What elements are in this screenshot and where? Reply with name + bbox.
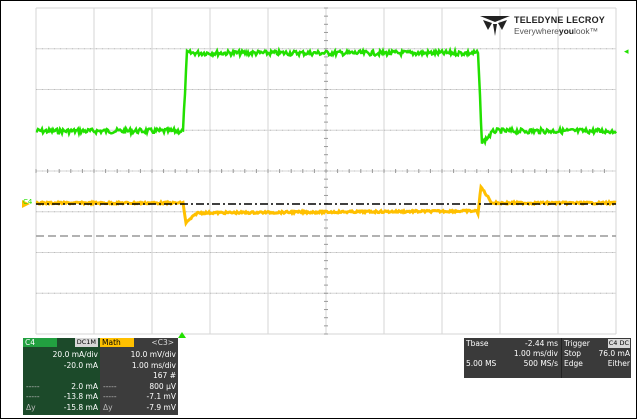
math-row-key: Δy <box>103 402 113 412</box>
math-row-key: ----- <box>103 392 117 401</box>
timebase-offset: -2.44 ms <box>524 339 558 348</box>
c4-row-key: Δy <box>26 402 36 412</box>
c4-row-value: -15.8 mA <box>63 402 98 412</box>
math-tab[interactable]: Math <box>100 338 134 347</box>
trigger-label: Trigger <box>564 339 590 348</box>
c4-row-value: 20.0 mA/div <box>52 350 98 359</box>
c4-row-key: ----- <box>26 392 40 401</box>
math-row: ----- -7.1 mV <box>100 392 176 401</box>
trigger-level-marker[interactable]: ◂ <box>624 47 629 57</box>
math-row: ----- 800 μV <box>100 382 176 391</box>
c4-waveform <box>35 45 618 147</box>
math-row: 167 # <box>100 371 176 380</box>
c4-ground-marker[interactable]: C4 <box>23 198 33 206</box>
c4-tab[interactable]: C4 <box>23 338 57 347</box>
timebase-panel[interactable]: Tbase -2.44 ms 1.00 ms/div 5.00 MS 500 M… <box>464 338 560 378</box>
c4-channel-panel[interactable]: C4 DC1M 20.0 mA/div -20.0 mA ----- 2.0 mA --… <box>23 338 100 415</box>
math-ground-marker-icon <box>22 200 30 208</box>
c4-row-key: ----- <box>26 381 40 391</box>
trigger-slope: Either <box>607 359 630 368</box>
math-row: Δy -7.9 mV <box>100 403 176 412</box>
trigger-type: Edge <box>564 359 583 368</box>
timebase-trigger-panel[interactable]: Tbase -2.44 ms 1.00 ms/div 5.00 MS 500 M… <box>464 338 631 378</box>
c4-row: ----- -13.8 mA <box>23 392 98 401</box>
math-row-key: ----- <box>103 381 117 391</box>
c4-row-value: -13.8 mA <box>63 392 98 401</box>
brand-name: TELEDYNE LECROY <box>514 15 606 25</box>
math-row-value: 1.00 ms/div <box>131 360 176 370</box>
trigger-level: 76.0 mA <box>598 349 630 358</box>
math-source-label: <C3> <box>151 338 174 347</box>
c4-row: Δy -15.8 mA <box>23 403 98 412</box>
math-row-value: -7.1 mV <box>146 392 176 401</box>
trigger-panel[interactable]: Trigger C4 DC Stop 76.0 mA Edge Either <box>561 338 631 378</box>
math-row-value: -7.9 mV <box>146 402 176 412</box>
teledyne-logo-icon <box>480 16 510 36</box>
trigger-source-badge: C4 DC <box>607 339 630 348</box>
timebase-rate: 500 MS/s <box>523 359 558 368</box>
timebase-label: Tbase <box>466 339 489 348</box>
c4-row-value: -20.0 mA <box>63 360 98 370</box>
brand-tagline: Everywhereyoulook™ <box>514 26 599 36</box>
trigger-position-marker-icon <box>178 332 186 338</box>
math-row: 1.00 ms/div <box>100 361 176 370</box>
c4-row: -20.0 mA <box>23 361 98 370</box>
c4-row: ----- 2.0 mA <box>23 382 98 391</box>
timebase-div: 1.00 ms/div <box>513 349 558 358</box>
trigger-mode: Stop <box>564 349 582 358</box>
c4-coupling-badge: DC1M <box>74 338 98 347</box>
math-channel-panel[interactable]: Math <C3> 10.0 mV/div 1.00 ms/div 167 # ---… <box>100 338 178 415</box>
math-row-value: 10.0 mV/div <box>130 350 176 359</box>
c4-row-value: 2.0 mA <box>71 381 98 391</box>
c4-row: 20.0 mA/div <box>23 350 98 359</box>
math-row-value: 167 # <box>153 371 176 380</box>
timebase-samples: 5.00 MS <box>466 359 497 368</box>
c4-row <box>23 371 98 380</box>
math-row: 10.0 mV/div <box>100 350 176 359</box>
math-row-value: 800 μV <box>149 381 176 391</box>
